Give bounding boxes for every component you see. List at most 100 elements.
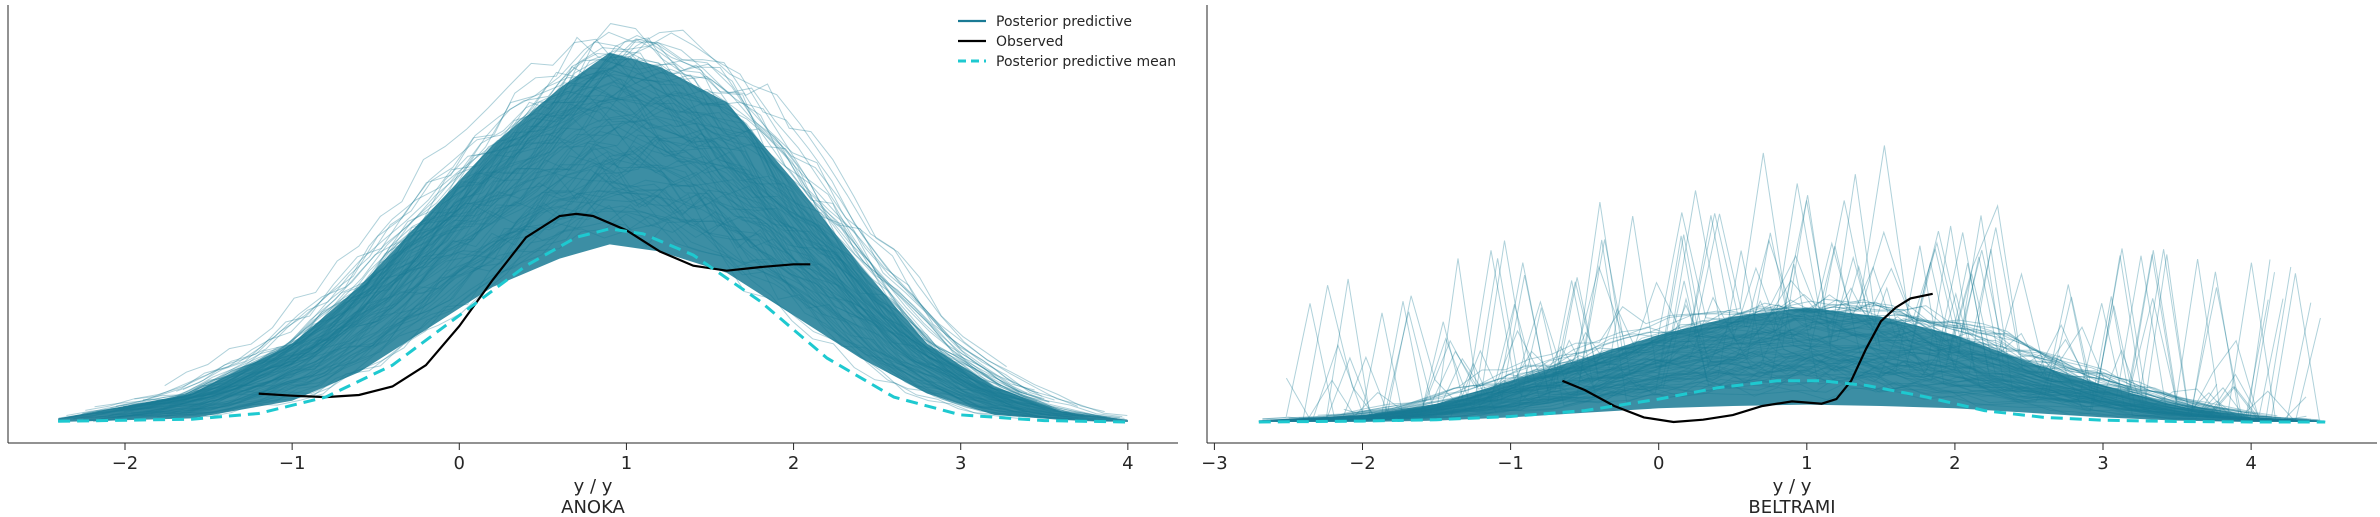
posterior-predictive-draw <box>1307 215 2257 421</box>
x-tick-label: 0 <box>1653 453 1664 474</box>
posterior-predictive-draw <box>1351 250 2269 421</box>
posterior-predictive-draw <box>1311 248 2310 421</box>
legend-item: Posterior predictive mean <box>958 54 1176 70</box>
posterior-predictive-draw <box>93 205 1014 423</box>
posterior-predictive-draw <box>1353 299 2228 418</box>
posterior-predictive-draw <box>116 183 1079 419</box>
posterior-predictive-draw <box>86 90 1067 416</box>
posterior-predictive-draw <box>1349 256 2319 422</box>
observed-line <box>1561 292 1933 424</box>
posterior-predictive-draw <box>187 38 1042 400</box>
posterior-predictive-draw <box>1277 239 2275 423</box>
posterior-predictive-band <box>58 52 1128 422</box>
posterior-predictive-draw <box>1282 361 2242 422</box>
posterior-predictive-draw <box>1287 355 2322 422</box>
posterior-predictive-mean-line <box>1258 379 2326 424</box>
posterior-predictive-draws <box>58 23 1128 423</box>
x-tick-label: 4 <box>1122 453 1133 474</box>
posterior-predictive-draw <box>1348 254 2234 420</box>
posterior-predictive-draws <box>1262 145 2324 423</box>
posterior-predictive-draw <box>120 32 1039 411</box>
posterior-predictive-draw <box>1330 264 2307 422</box>
posterior-predictive-draw <box>186 65 1088 418</box>
posterior-predictive-draw <box>104 182 1119 421</box>
posterior-predictive-draw <box>117 190 1086 418</box>
posterior-predictive-draw <box>1324 308 2321 422</box>
posterior-predictive-draw <box>166 179 1038 415</box>
posterior-predictive-draw <box>68 73 1107 419</box>
posterior-predictive-draw <box>1336 331 2306 422</box>
posterior-predictive-draw <box>136 35 1007 411</box>
posterior-predictive-band <box>1258 307 2326 422</box>
posterior-predictive-draw <box>1347 279 2282 419</box>
posterior-predictive-draw <box>72 58 1050 420</box>
posterior-predictive-draw <box>163 57 1028 405</box>
posterior-predictive-draw <box>70 172 1073 420</box>
posterior-predictive-draw <box>1312 240 2272 420</box>
posterior-predictive-draw <box>1374 232 2307 422</box>
posterior-predictive-draw <box>142 52 1072 414</box>
posterior-predictive-draw <box>179 120 1024 410</box>
posterior-predictive-draw <box>185 55 1075 415</box>
posterior-predictive-draw <box>1356 215 2249 419</box>
posterior-predictive-draw <box>1359 248 2231 420</box>
posterior-predictive-draw <box>183 172 1012 415</box>
posterior-predictive-draw <box>1297 239 2322 422</box>
posterior-predictive-draw <box>81 70 1052 415</box>
posterior-predictive-draw <box>1262 302 2220 420</box>
posterior-predictive-draw <box>142 84 995 404</box>
posterior-predictive-draw <box>1294 145 2278 421</box>
posterior-predictive-draw <box>122 98 1008 407</box>
posterior-predictive-draw <box>1276 204 2272 421</box>
x-tick-label: 1 <box>621 453 632 474</box>
x-tick-label: 0 <box>454 453 465 474</box>
posterior-predictive-draw <box>1262 304 2211 421</box>
legend-label: Observed <box>996 34 1063 50</box>
posterior-predictive-draw <box>83 74 1055 420</box>
legend: Posterior predictive Observed Posterior pr… <box>958 14 1176 70</box>
posterior-predictive-draw <box>182 36 1013 400</box>
posterior-predictive-draw <box>58 138 1050 421</box>
posterior-predictive-draw <box>1324 202 2243 419</box>
posterior-predictive-draw <box>1288 303 2269 421</box>
x-tick-label: 2 <box>788 453 799 474</box>
posterior-predictive-draw <box>1289 300 2294 421</box>
posterior-predictive-draw <box>82 81 1096 420</box>
posterior-predictive-draw <box>75 158 1052 419</box>
posterior-predictive-draw <box>1314 351 2304 422</box>
posterior-predictive-draw <box>1344 174 2318 421</box>
posterior-predictive-draw <box>116 31 1102 417</box>
x-tick-label: 2 <box>1949 453 1960 474</box>
posterior-predictive-draw <box>98 153 1019 420</box>
posterior-predictive-draw <box>176 107 1117 422</box>
posterior-predictive-draw <box>1273 313 2312 421</box>
posterior-predictive-mean-line <box>58 227 1128 424</box>
posterior-predictive-draw <box>1326 254 2314 422</box>
posterior-predictive-draw <box>162 151 1099 422</box>
x-tick-label: −2 <box>1349 453 1376 474</box>
posterior-predictive-draw <box>1303 216 2245 420</box>
posterior-predictive-draw <box>80 130 1120 420</box>
posterior-predictive-draw <box>150 137 1038 415</box>
posterior-predictive-draw <box>1364 264 2225 419</box>
posterior-predictive-draw <box>1370 303 2285 422</box>
posterior-predictive-draw <box>189 196 1021 420</box>
posterior-predictive-draw <box>64 117 1084 419</box>
posterior-predictive-draw <box>1278 250 2225 421</box>
posterior-predictive-draw <box>191 142 999 408</box>
posterior-predictive-draw <box>1325 278 2208 420</box>
observed-line <box>258 212 811 399</box>
posterior-predictive-draw <box>1332 315 2247 419</box>
posterior-predictive-draw <box>1262 313 2297 422</box>
posterior-predictive-draw <box>1356 255 2312 421</box>
panel-title: ANOKA <box>561 497 625 517</box>
posterior-predictive-draw <box>95 56 1023 415</box>
posterior-predictive-draw <box>139 98 1105 419</box>
posterior-predictive-draw <box>80 189 1127 422</box>
posterior-predictive-draw <box>134 69 1073 418</box>
legend-item: Observed <box>958 34 1063 50</box>
posterior-predictive-draw <box>125 147 1114 421</box>
posterior-predictive-draw <box>1343 230 2284 417</box>
posterior-predictive-draw <box>1295 255 2291 421</box>
